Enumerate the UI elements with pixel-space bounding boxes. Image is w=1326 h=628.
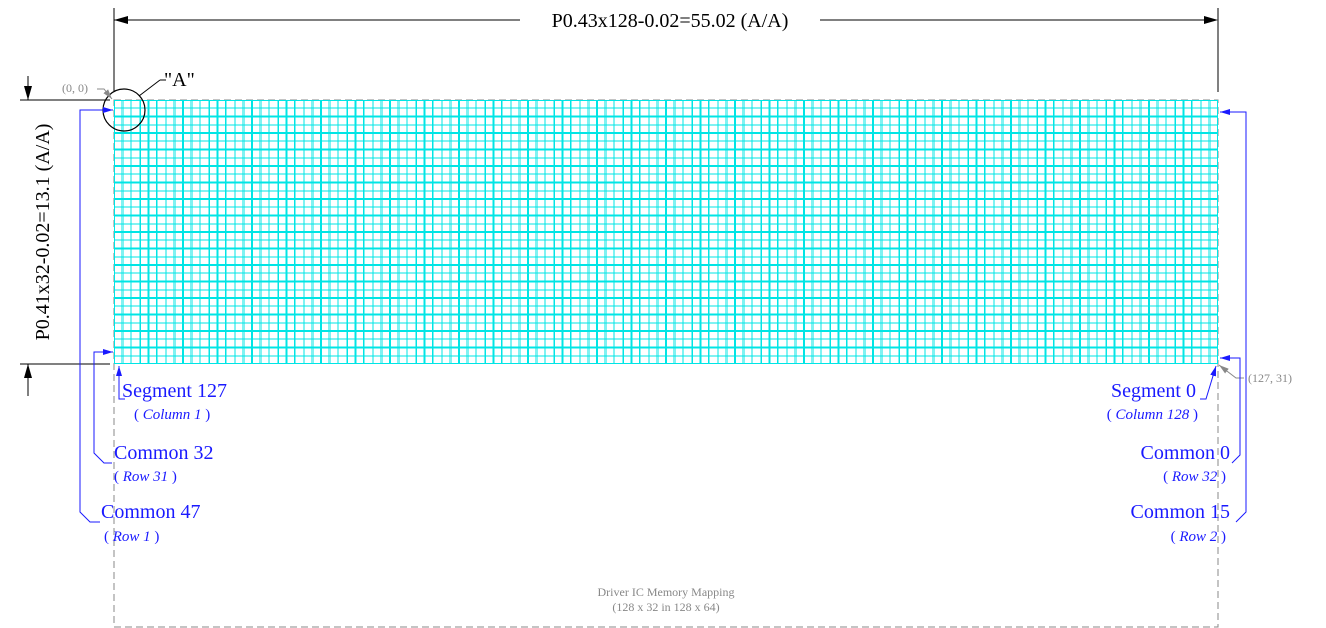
origin-coordinate-label: (0, 0): [62, 81, 88, 95]
right-connectors: [1200, 109, 1247, 523]
segment-0-label: Segment 0: [1111, 380, 1196, 402]
pixel-grid: [114, 100, 1218, 364]
common-15-sub: ( Row 2 ): [1171, 529, 1226, 545]
segment-127-label: Segment 127: [122, 380, 227, 402]
height-dimension-label: P0.41x32-0.02=13.1 (A/A): [32, 124, 54, 341]
right-labels: Segment 0 ( Column 128 ) Common 0 ( Row …: [1107, 380, 1230, 545]
segment-127-sub: ( Column 1 ): [134, 407, 210, 423]
segment-0-sub: ( Column 128 ): [1107, 407, 1198, 423]
width-dimension: P0.43x128-0.02=55.02 (A/A): [113, 8, 1219, 92]
detail-a-callout: "A": [102, 69, 195, 132]
origin-marker: (0, 0): [62, 81, 113, 100]
common-47-sub: ( Row 1 ): [104, 529, 159, 545]
common-47-label: Common 47: [101, 501, 200, 523]
common-32-sub: ( Row 31 ): [114, 469, 177, 485]
detail-a-label: "A": [164, 69, 195, 91]
end-coordinate-label: (127, 31): [1248, 371, 1292, 385]
pixel-grid-lines: [114, 100, 1218, 364]
caption-title: Driver IC Memory Mapping: [598, 585, 735, 599]
end-marker: (127, 31): [1218, 364, 1292, 385]
caption: Driver IC Memory Mapping (128 x 32 in 12…: [598, 585, 735, 614]
left-connectors: [79, 107, 125, 523]
common-0-label: Common 0: [1141, 442, 1230, 464]
left-labels: Segment 127 ( Column 1 ) Common 32 ( Row…: [101, 380, 227, 545]
width-dimension-label: P0.43x128-0.02=55.02 (A/A): [552, 10, 789, 32]
common-0-sub: ( Row 32 ): [1163, 469, 1226, 485]
common-32-label: Common 32: [114, 442, 213, 464]
height-dimension: P0.41x32-0.02=13.1 (A/A): [20, 76, 110, 396]
common-15-label: Common 15: [1131, 501, 1230, 523]
caption-subtitle: (128 x 32 in 128 x 64): [612, 600, 719, 614]
